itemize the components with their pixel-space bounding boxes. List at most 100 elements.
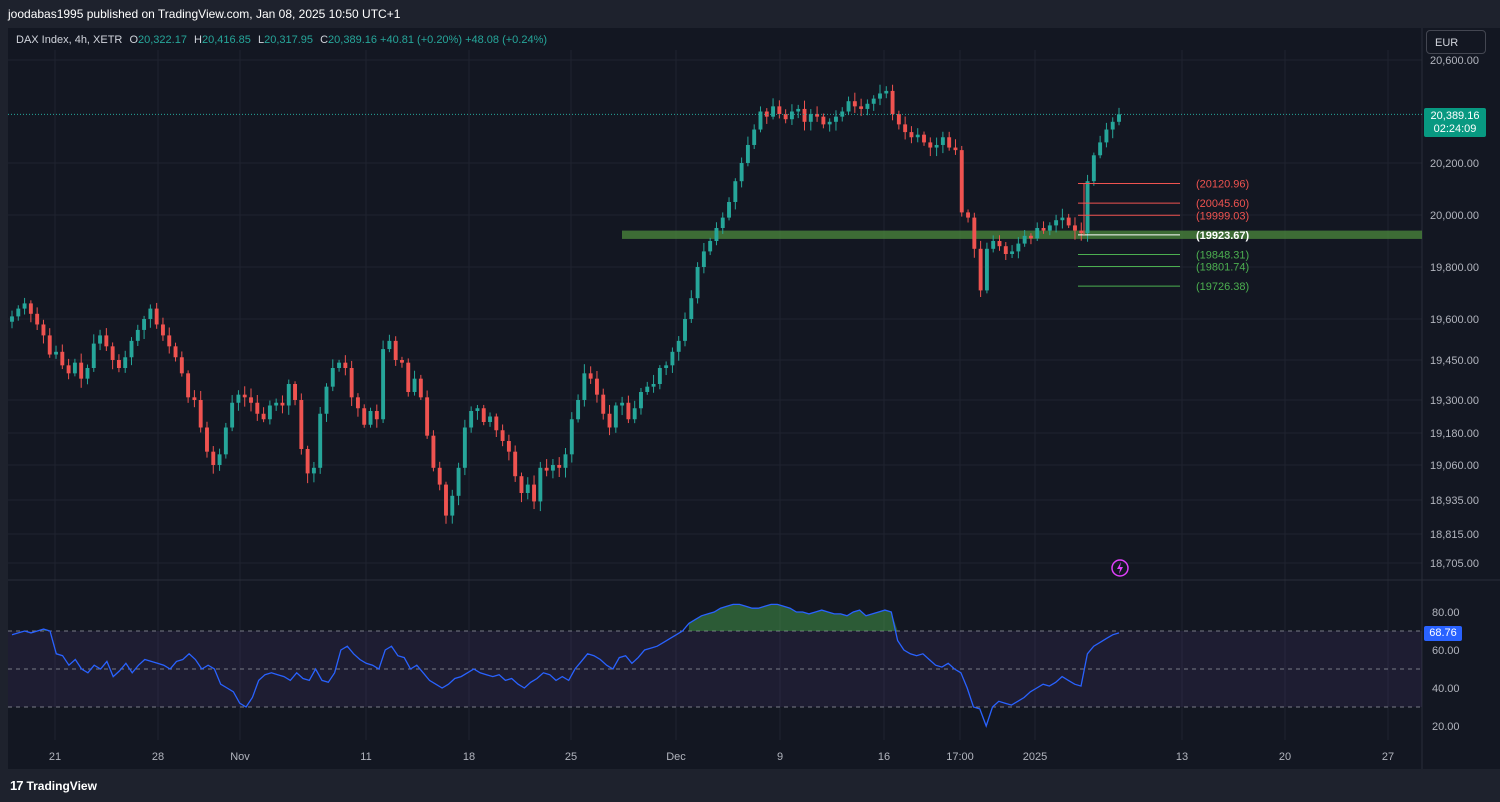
candle-up [676, 340, 681, 352]
candle-up [318, 413, 323, 468]
rsi-tick-label: 40.00 [1432, 683, 1460, 695]
tradingview-logo-text: TradingView [26, 778, 97, 793]
candle-up [651, 384, 656, 387]
candle-down [972, 217, 977, 249]
price-tick-label: 19,450.00 [1430, 355, 1479, 367]
candle-up [223, 427, 228, 455]
candle-down [588, 373, 593, 379]
high-label: H [194, 34, 202, 46]
support-zone [622, 230, 1422, 239]
candle-down [242, 394, 247, 398]
price-tick-label: 20,600.00 [1430, 55, 1479, 67]
candle-up [808, 114, 813, 122]
tradingview-logo-icon: 17 [10, 778, 24, 793]
candle-up [1047, 225, 1052, 231]
candle-down [374, 411, 379, 420]
candle-up [1060, 217, 1065, 221]
candle-up [488, 416, 492, 422]
candle-down [437, 467, 442, 485]
candle-up [1010, 251, 1015, 254]
candle-up [1091, 155, 1096, 182]
candle-down [852, 101, 857, 107]
candle-up [878, 93, 882, 99]
candle-up [1054, 220, 1059, 226]
candle-down [28, 303, 33, 314]
candle-up [85, 368, 90, 379]
candle-down [928, 142, 933, 148]
candle-up [330, 368, 335, 387]
candle-down [362, 408, 367, 425]
candle-up [940, 137, 945, 145]
candle-down [179, 357, 184, 374]
candle-up [714, 228, 719, 241]
candle-up [324, 386, 329, 414]
candle-down [406, 362, 411, 392]
price-tick-label: 19,180.00 [1430, 428, 1479, 440]
candle-up [469, 411, 474, 428]
candle-down [444, 484, 448, 516]
candle-up [563, 454, 568, 468]
candle-down [1003, 246, 1008, 254]
candle-down [293, 384, 297, 400]
candle-up [311, 467, 316, 474]
flash-icon-circle [1111, 559, 1129, 577]
level-label: (19801.74) [1196, 262, 1249, 274]
time-tick-label: 25 [565, 751, 577, 763]
chart-canvas[interactable]: 20,600.00 20,200.00 20,000.00 19,800.00 19,6… [0, 0, 1500, 769]
candle-up [871, 98, 876, 104]
candle-down [167, 335, 172, 347]
candle-down [890, 90, 895, 115]
change-value-2: +48.08 (+0.24%) [465, 34, 548, 46]
candle-down [764, 111, 769, 117]
candle-up [462, 427, 467, 468]
candle-up [123, 357, 128, 368]
rsi-tick-label: 60.00 [1432, 645, 1460, 657]
candle-up [582, 373, 587, 400]
candle-down [1066, 217, 1071, 226]
candle-up [1022, 235, 1027, 244]
candle-up [752, 129, 757, 145]
candle-up [412, 378, 417, 392]
candle-up [274, 402, 279, 406]
candle-down [903, 124, 908, 133]
price-tick-label: 19,600.00 [1430, 314, 1479, 326]
change-value: +40.81 (+0.20%) [380, 34, 462, 46]
time-tick-label: 16 [878, 751, 890, 763]
candle-down [966, 212, 970, 218]
candle-down [41, 324, 46, 336]
candle-down [110, 346, 115, 360]
candle-down [79, 362, 84, 379]
candle-down [1041, 228, 1046, 231]
symbol-legend[interactable]: DAX Index, 4h, XETR O20,322.17 H20,416.8… [16, 34, 547, 46]
candle-down [626, 402, 631, 420]
candle-up [1035, 228, 1040, 239]
candle-up [72, 362, 77, 374]
candle-up [934, 144, 939, 148]
candle-down [1073, 225, 1077, 231]
bar-countdown: 02:24:09 [1433, 123, 1477, 135]
low-label: L [257, 34, 265, 46]
tradingview-logo[interactable]: 17 TradingView [10, 778, 97, 793]
currency-selector[interactable]: EUR [1426, 30, 1486, 54]
candle-up [230, 402, 235, 428]
candle-down [343, 362, 348, 368]
time-tick-label: 28 [152, 751, 164, 763]
candle-up [129, 340, 134, 358]
price-pane-bg [8, 28, 1422, 769]
candle-down [425, 397, 430, 436]
open-label: O [129, 34, 139, 46]
candle-down [355, 397, 360, 409]
candle-down [777, 106, 782, 115]
symbol-name[interactable]: DAX Index, 4h, XETR [16, 34, 123, 46]
candle-up [727, 202, 731, 218]
rsi-overbought-fill [43, 604, 898, 631]
candle-down [802, 108, 807, 122]
candle-up [1016, 243, 1021, 252]
candle-down [261, 413, 266, 420]
candle-up [381, 349, 386, 420]
candle-up [834, 116, 838, 122]
candle-up [456, 467, 461, 496]
candle-down [909, 132, 914, 138]
low-value: 20,317.95 [264, 34, 314, 46]
last-price-tag: 20,389.16 02:24:09 [1424, 108, 1486, 137]
